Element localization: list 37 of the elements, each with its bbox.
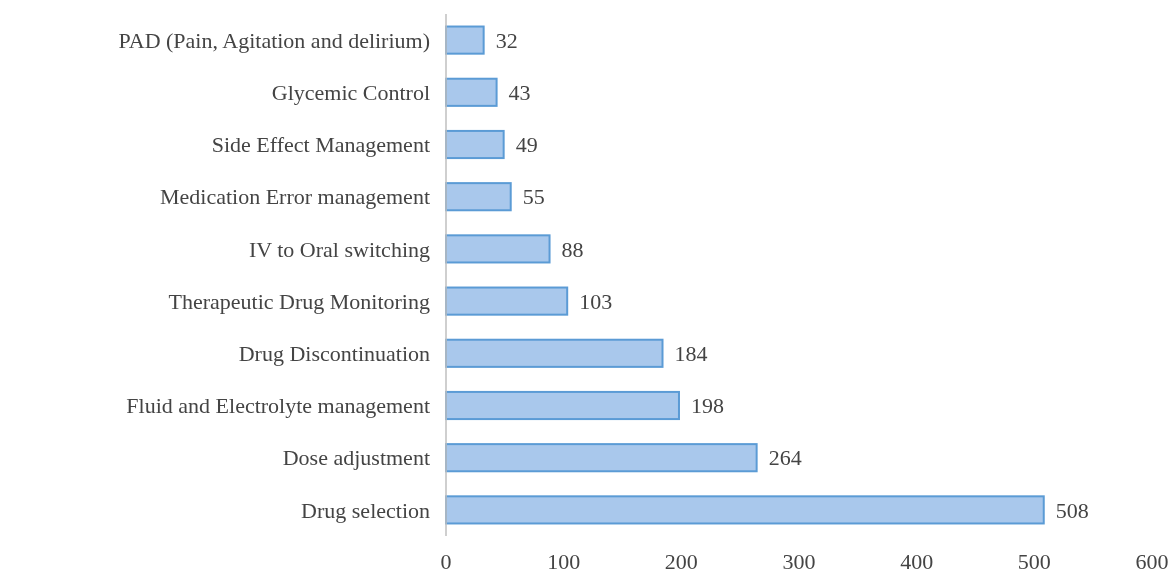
x-tick-label: 300 — [782, 549, 816, 574]
bar — [445, 338, 664, 368]
x-tick-label: 100 — [547, 549, 581, 574]
data-label: 43 — [508, 80, 531, 105]
bar — [445, 495, 1045, 525]
data-label: 264 — [768, 445, 802, 471]
bar — [445, 129, 505, 160]
y-tick-label: Fluid and Electrolyte management — [126, 393, 430, 419]
data-label: 198 — [690, 393, 724, 419]
bar — [445, 234, 551, 264]
bar — [445, 77, 498, 107]
x-tick-label: 500 — [1017, 549, 1051, 574]
y-tick-label: Glycemic Control — [271, 80, 430, 105]
bar — [445, 443, 758, 473]
data-label: 103 — [579, 288, 613, 314]
data-label: 184 — [674, 341, 708, 366]
y-tick-label: IV to Oral switching — [248, 236, 430, 262]
x-tick-label: 600 — [1135, 549, 1169, 574]
data-label: 88 — [561, 236, 584, 262]
y-tick-label: PAD (Pain, Agitation and delirium) — [118, 27, 430, 53]
x-tick-label: 400 — [900, 549, 934, 574]
y-tick-label: Drug Discontinuation — [238, 341, 430, 366]
y-tick-label: Medication Error management — [159, 184, 430, 210]
data-label: 32 — [495, 27, 518, 53]
bar — [445, 25, 485, 55]
bar — [445, 390, 680, 421]
data-label: 508 — [1055, 497, 1089, 523]
y-tick-label: Drug selection — [301, 497, 430, 523]
y-tick-label: Dose adjustment — [282, 445, 430, 471]
x-tick-label: 200 — [664, 549, 698, 574]
bar — [445, 182, 512, 212]
bar — [445, 286, 569, 316]
x-tick-label: 0 — [440, 549, 452, 574]
data-label: 49 — [515, 132, 538, 158]
y-tick-label: Side Effect Management — [211, 132, 430, 158]
data-label: 55 — [522, 184, 545, 210]
y-tick-label: Therapeutic Drug Monitoring — [168, 288, 430, 314]
